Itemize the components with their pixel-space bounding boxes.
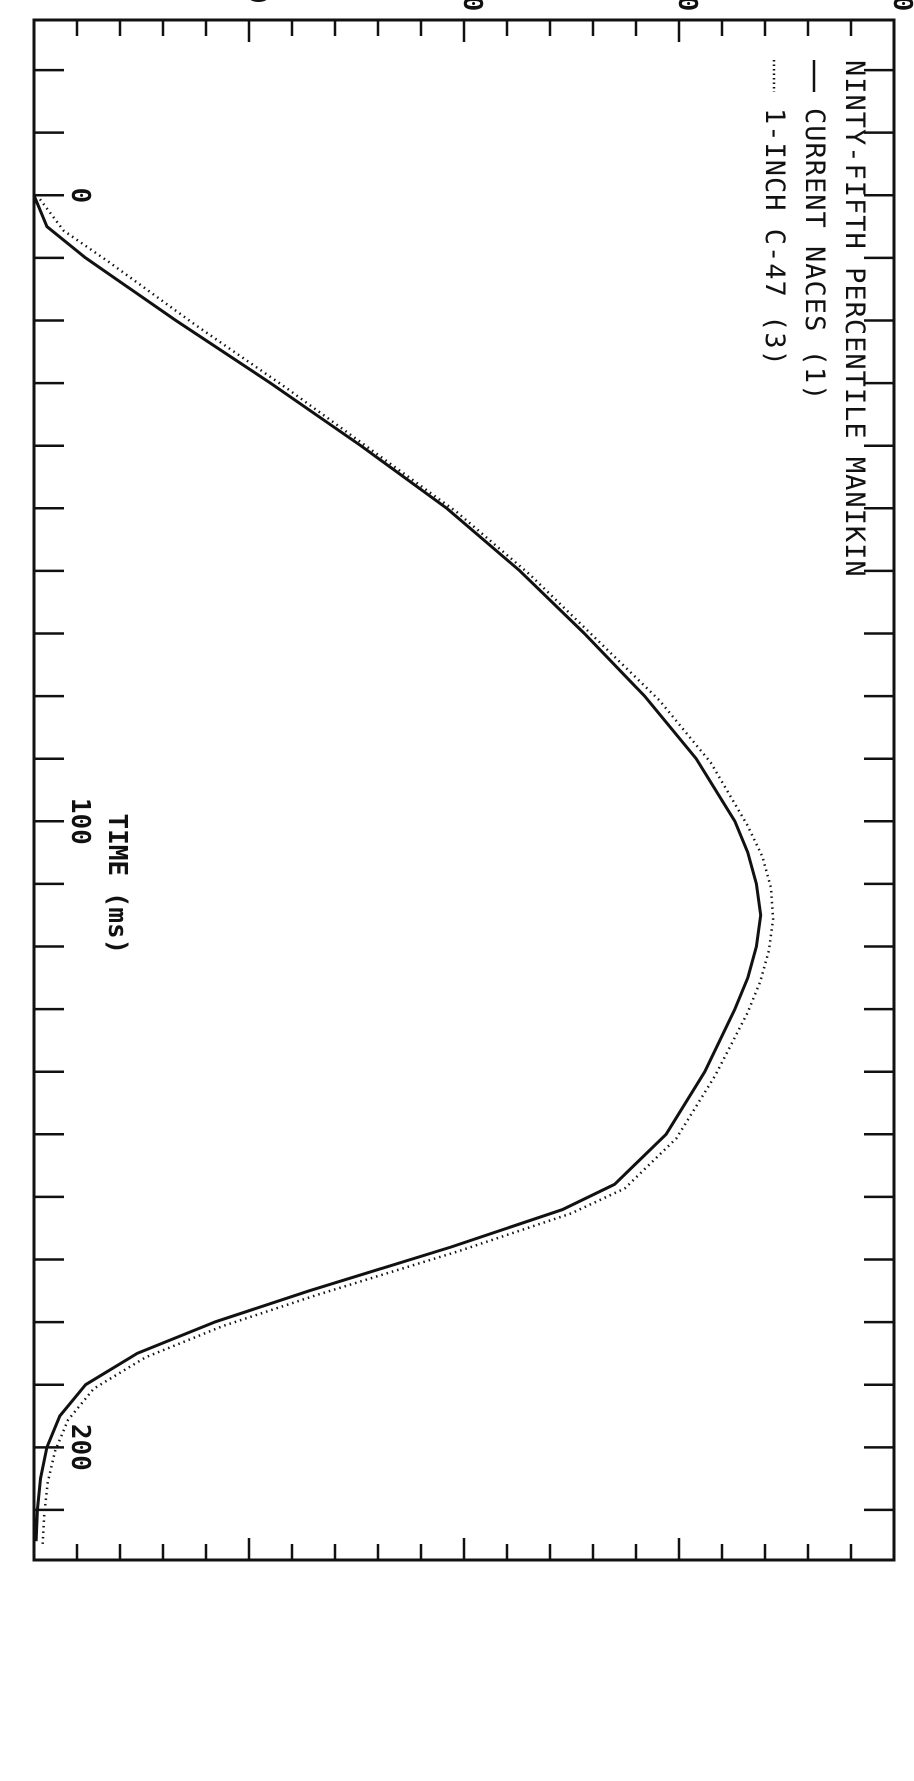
- x-tick-label: 0: [65, 187, 95, 203]
- series-layer: [32, 194, 775, 1546]
- y-tick-label: 1500: [672, 0, 702, 11]
- y-tick-label: 500: [242, 0, 272, 3]
- x-tick-label: 100: [65, 798, 95, 845]
- legend: NINTY-FIFTH PERCENTILE MANIKIN CURRENT N…: [759, 60, 870, 578]
- x-axis-title: TIME (ms): [102, 813, 132, 954]
- legend-label-series-1: CURRENT NACES (1): [799, 108, 830, 401]
- series-line-1: [32, 194, 763, 1542]
- y-tick-label: 1000: [457, 0, 487, 11]
- x-tick-label: 200: [65, 1424, 95, 1471]
- chart-title: NINTY-FIFTH PERCENTILE MANIKIN: [839, 60, 870, 578]
- series-line-2: [39, 198, 775, 1546]
- tick-marks: [32, 20, 896, 1560]
- axis-labels: 01002000500100015002000TIME (ms)PRESSURE…: [65, 0, 914, 1471]
- legend-label-series-2: 1-INCH C-47 (3): [759, 108, 790, 367]
- y-tick-label: 2000: [887, 0, 914, 11]
